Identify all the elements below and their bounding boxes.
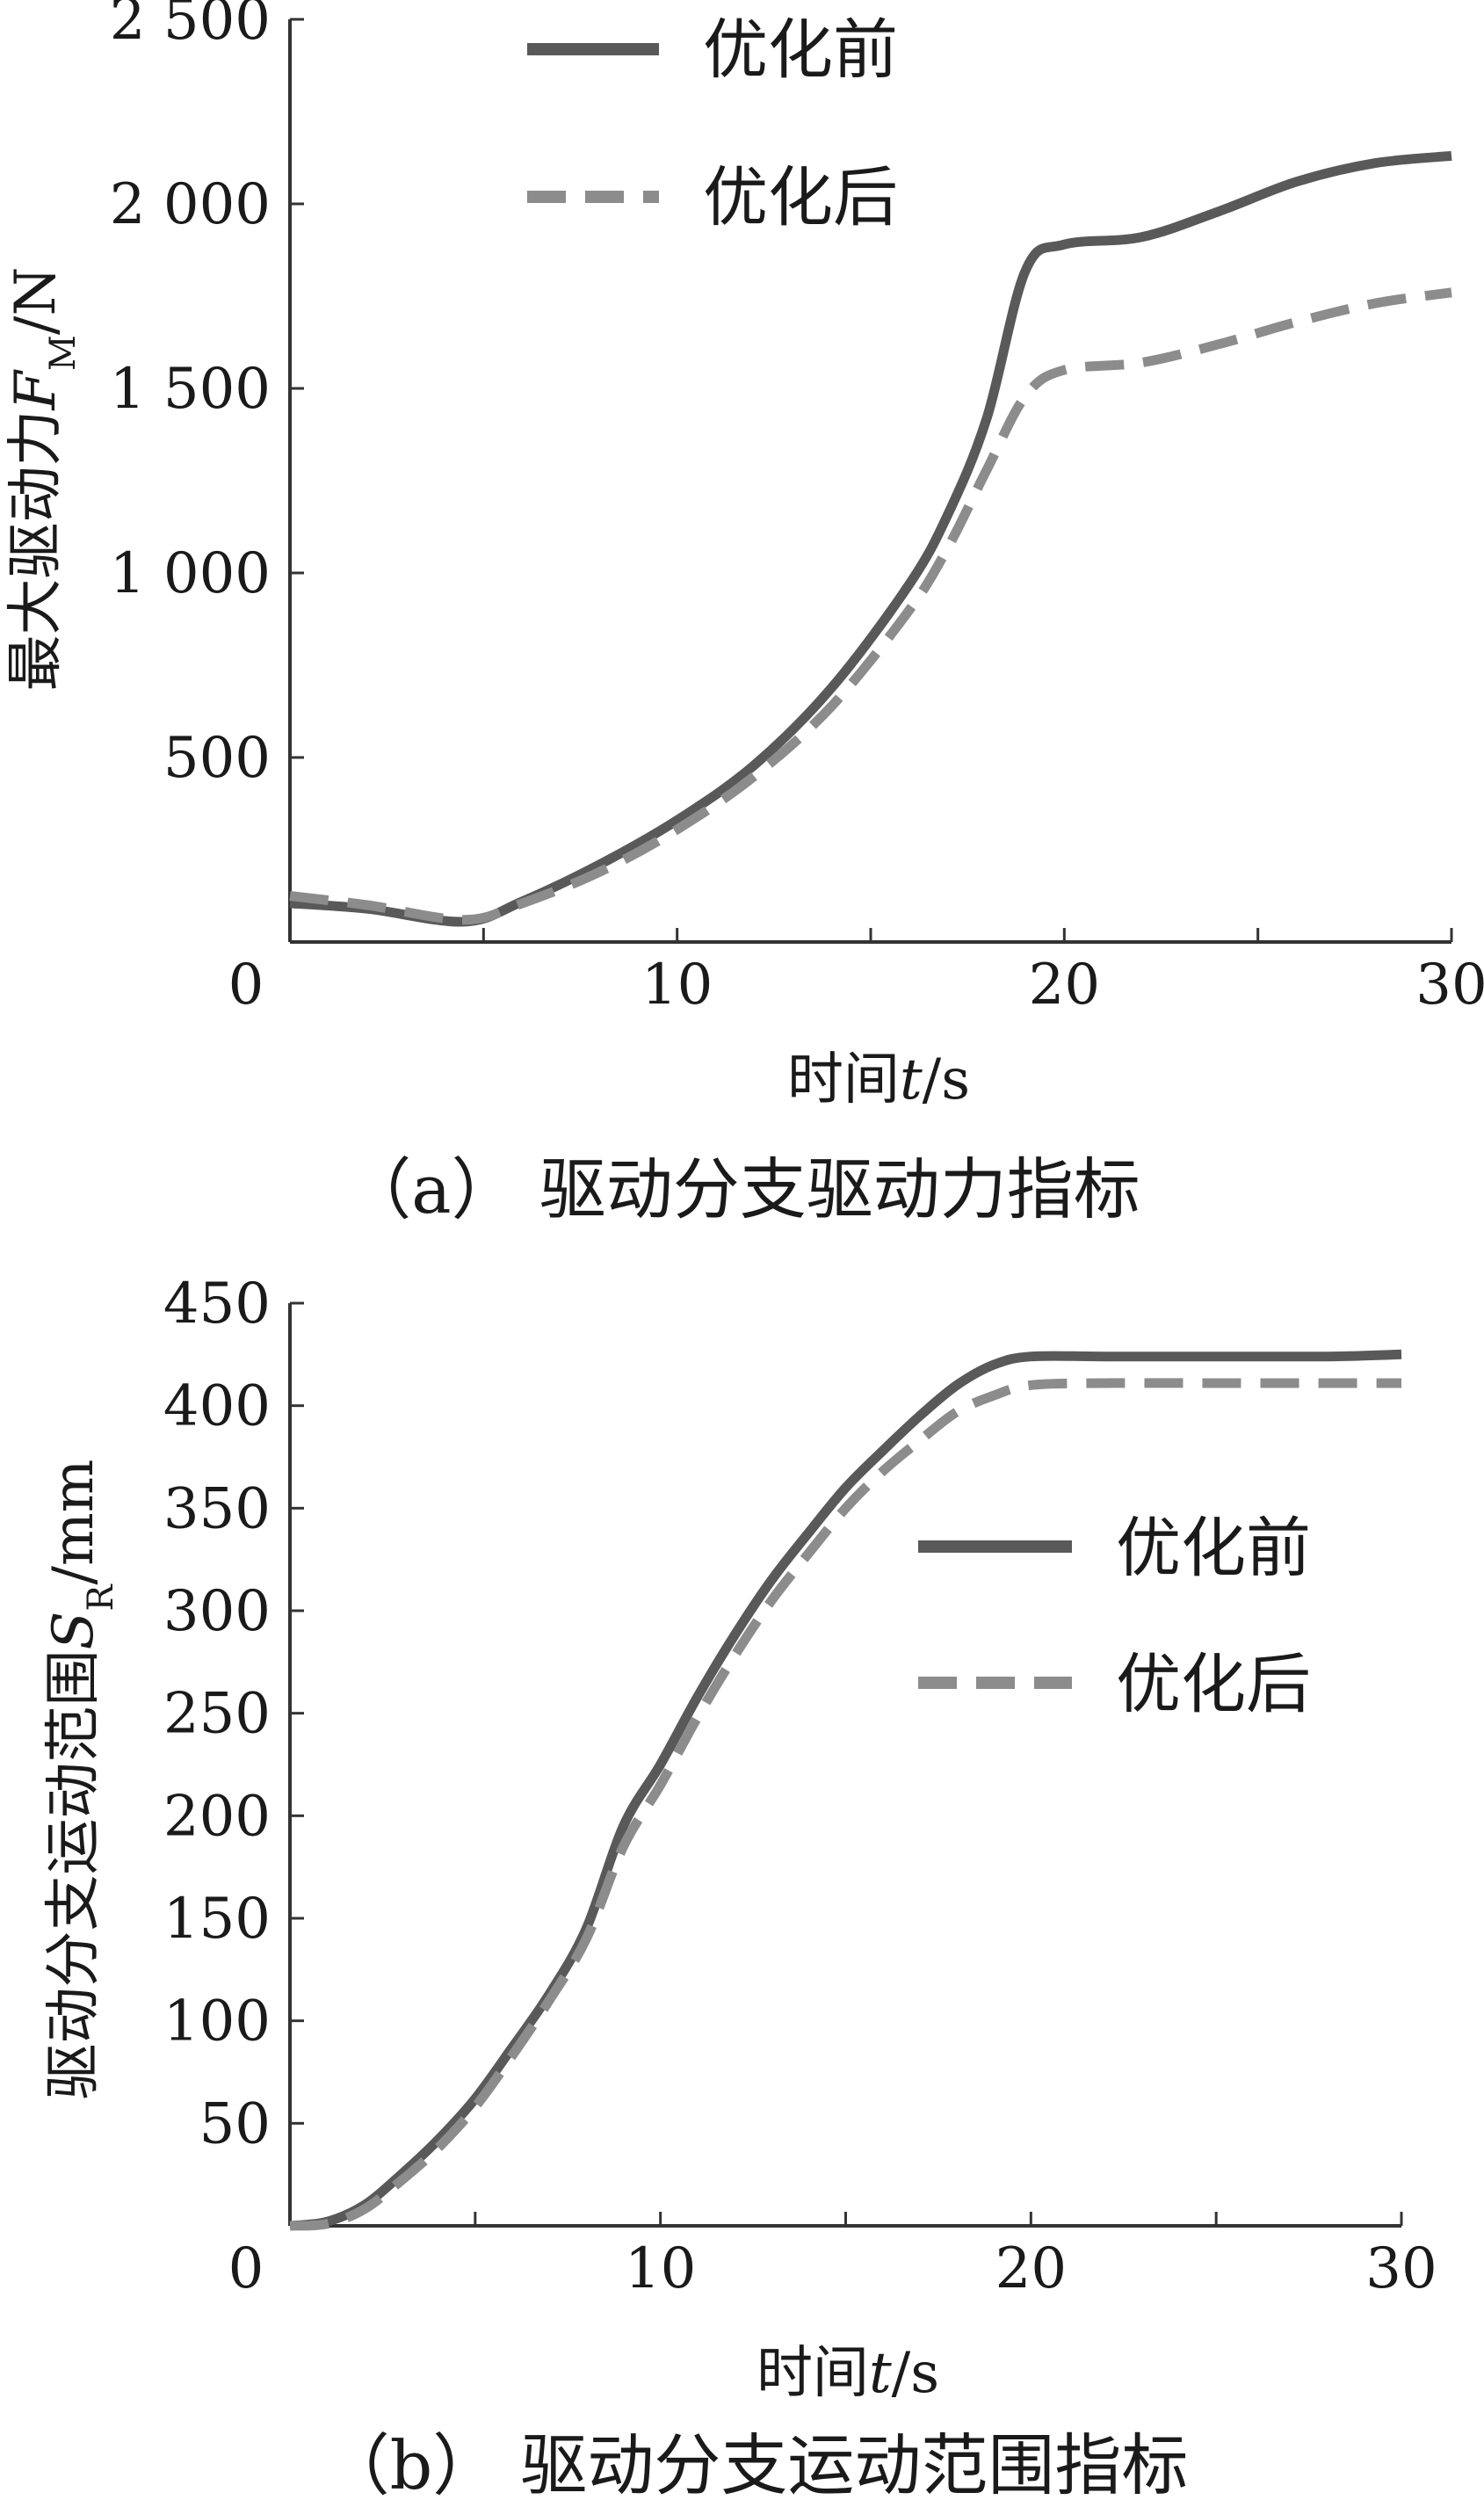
chart-b-y-tick-label: 250 — [163, 1682, 271, 1747]
chart-a-y-tick-label: 500 — [163, 726, 271, 791]
chart-a-x-axis-label: 时间t/s — [787, 1047, 970, 1112]
chart-a-series — [289, 150, 1452, 927]
chart-a-y-axis-label: 最大驱动力FM/N — [4, 267, 83, 692]
chart-a-x-tick-label: 30 — [1415, 953, 1484, 1018]
chart-a-y-tick-label: 1 000 — [110, 541, 271, 606]
chart-a-x-tick-label: 20 — [1029, 953, 1100, 1018]
chart-b-y-tick-label: 200 — [163, 1784, 271, 1849]
chart-b-legend: 优化前 优化后 — [918, 1511, 1311, 1722]
chart-a: 500 1 000 1 500 2 000 2 500 0 10 20 30 最大驱动力FM/N… — [4, 0, 1484, 1228]
chart-a-series-line-after — [289, 287, 1452, 925]
chart-b: 50 100 150 200 250 300 350 400 450 0 10 20 30 驱动分支运动… — [41, 1272, 1437, 2500]
chart-a-y-tick-label: 2 500 — [110, 0, 271, 53]
chart-a-legend-label-before: 优化前 — [703, 12, 898, 88]
chart-b-series-line-after — [289, 1378, 1401, 2231]
chart-a-y-tick-label: 2 000 — [110, 172, 271, 237]
chart-b-legend-label-after: 优化后 — [1116, 1647, 1311, 1722]
chart-a-x-tick-label: 0 — [228, 953, 264, 1018]
chart-b-y-tick-label: 50 — [199, 2091, 271, 2156]
chart-b-y-tick-label: 400 — [163, 1374, 271, 1439]
chart-b-y-tick-label: 350 — [163, 1476, 271, 1541]
chart-a-axes — [288, 18, 1453, 944]
chart-a-caption: （a） 驱动分支驱动力指标 — [344, 1150, 1140, 1228]
chart-b-tick-labels: 50 100 150 200 250 300 350 400 450 0 10 20 30 — [163, 1272, 1437, 2301]
chart-b-y-tick-label: 100 — [163, 1989, 271, 2054]
chart-b-x-tick-label: 30 — [1365, 2236, 1437, 2301]
chart-a-y-tick-label: 1 500 — [110, 357, 271, 422]
chart-a-legend: 优化前 优化后 — [527, 12, 898, 236]
chart-b-series — [289, 1349, 1402, 2231]
chart-b-y-axis-label: 驱动分支运动范围SR/mm — [41, 1460, 121, 2100]
chart-b-y-tick-label: 150 — [163, 1887, 271, 1952]
chart-b-axes — [288, 1301, 1403, 2228]
chart-b-x-tick-label: 0 — [228, 2236, 264, 2301]
chart-b-caption: （b） 驱动分支运动范围指标 — [323, 2426, 1189, 2500]
chart-b-x-tick-label: 10 — [625, 2236, 696, 2301]
chart-b-series-line-before — [289, 1349, 1402, 2231]
chart-a-series-line-before — [289, 150, 1452, 927]
chart-b-x-tick-label: 20 — [995, 2236, 1067, 2301]
chart-b-legend-label-before: 优化前 — [1116, 1511, 1311, 1586]
chart-b-y-tick-label: 300 — [163, 1579, 271, 1644]
chart-b-y-tick-label: 450 — [163, 1272, 271, 1337]
chart-a-legend-label-after: 优化后 — [703, 160, 898, 236]
chart-a-x-tick-label: 10 — [641, 953, 713, 1018]
chart-a-tick-labels: 500 1 000 1 500 2 000 2 500 0 10 20 30 — [110, 0, 1484, 1018]
chart-b-x-axis-label: 时间t/s — [756, 2341, 939, 2406]
